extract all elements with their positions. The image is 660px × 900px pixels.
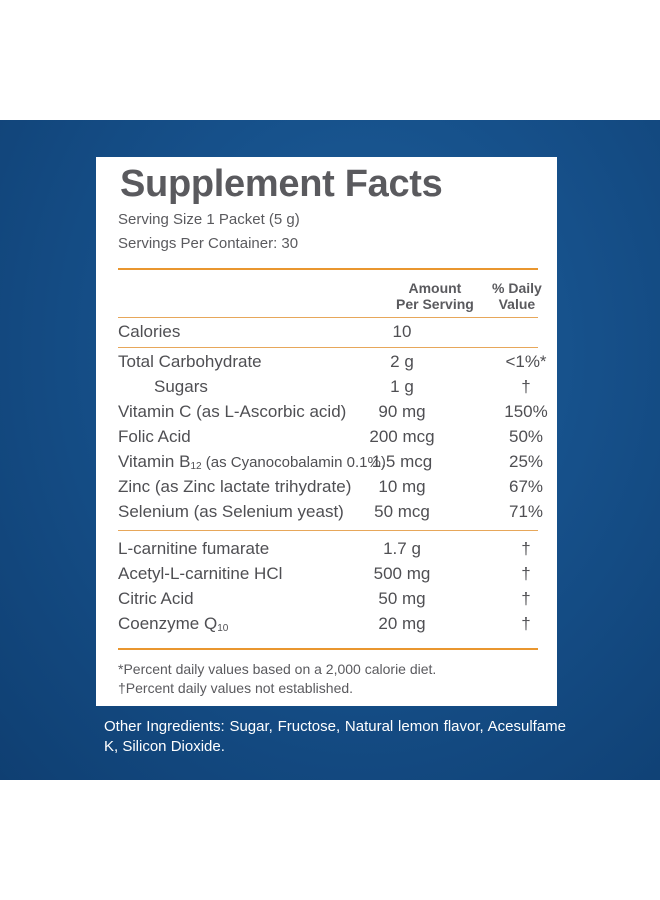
divider-bottom <box>118 648 538 650</box>
table-row: Vitamin B12 (as Cyanocobalamin 0.1%) 1.5… <box>118 452 548 476</box>
table-row: Selenium (as Selenium yeast) 50 mcg 71% <box>118 502 548 526</box>
footnote-percent: *Percent daily values based on a 2,000 c… <box>118 661 437 677</box>
nutrient-amount: 1.7 g <box>383 539 421 558</box>
table-row: Folic Acid 200 mcg 50% <box>118 427 548 451</box>
nutrient-dv: <1%* <box>505 352 547 371</box>
nutrient-amount: 1.5 mcg <box>371 452 433 471</box>
nutrient-amount: 2 g <box>390 352 414 371</box>
nutrient-amount: 500 mg <box>373 564 431 583</box>
divider-header <box>118 317 538 318</box>
divider-top <box>118 268 538 270</box>
nutrient-amount: 10 <box>392 322 412 341</box>
nutrient-amount: 90 mg <box>378 402 426 421</box>
nutrient-name: Vitamin B12 (as Cyanocobalamin 0.1%) <box>118 452 386 472</box>
nutrient-name: Sugars <box>154 377 208 396</box>
name-subscript: 12 <box>190 461 202 472</box>
nutrient-name: Acetyl-L-carnitine HCl <box>118 564 283 583</box>
nutrient-amount: 10 mg <box>378 477 426 496</box>
nutrient-name: Folic Acid <box>118 427 191 446</box>
table-row: Zinc (as Zinc lactate trihydrate) 10 mg … <box>118 477 548 501</box>
other-ingredients: Other Ingredients: Sugar, Fructose, Natu… <box>104 718 566 755</box>
name-subscript: 10 <box>217 623 229 634</box>
table-row: Calories 10 <box>118 322 548 346</box>
name-suffix: (as Cyanocobalamin 0.1%) <box>201 454 386 471</box>
table-row: Acetyl-L-carnitine HCl 500 mg † <box>118 564 548 588</box>
name-prefix: Coenzyme Q <box>118 614 218 633</box>
serving-size: Serving Size 1 Packet (5 g) <box>118 211 300 228</box>
nutrient-amount: 200 mcg <box>369 427 435 446</box>
column-amount-line1: Amount <box>408 280 462 296</box>
column-header-amount: Amount Per Serving <box>396 280 474 312</box>
name-prefix: Vitamin B <box>118 452 191 471</box>
nutrient-name: Selenium (as Selenium yeast) <box>118 502 344 521</box>
table-row: L-carnitine fumarate 1.7 g † <box>118 539 548 563</box>
panel-title: Supplement Facts <box>120 163 443 205</box>
nutrient-name: Citric Acid <box>118 589 194 608</box>
nutrient-name: Zinc (as Zinc lactate trihydrate) <box>118 477 352 496</box>
nutrient-name: Total Carbohydrate <box>118 352 262 371</box>
nutrient-dv: † <box>521 564 531 583</box>
column-dv-line2: Value <box>498 296 536 312</box>
column-amount-line2: Per Serving <box>396 296 474 312</box>
nutrient-name: Coenzyme Q10 <box>118 614 228 634</box>
divider-middle <box>118 530 538 531</box>
column-dv-line1: % Daily <box>492 280 542 296</box>
nutrient-dv: 67% <box>508 477 544 496</box>
column-header-daily-value: % Daily Value <box>492 280 542 312</box>
nutrient-amount: 50 mg <box>378 589 426 608</box>
nutrient-name: Vitamin C (as L-Ascorbic acid) <box>118 402 347 421</box>
table-row: Total Carbohydrate 2 g <1%* <box>118 352 548 376</box>
supplement-facts-panel: Supplement Facts Serving Size 1 Packet (… <box>96 157 557 706</box>
table-row: Vitamin C (as L-Ascorbic acid) 90 mg 150… <box>118 402 548 426</box>
nutrient-amount: 20 mg <box>378 614 426 633</box>
table-row: Coenzyme Q10 20 mg † <box>118 614 548 638</box>
nutrient-dv: † <box>521 377 531 396</box>
nutrient-dv: 71% <box>508 502 544 521</box>
footnote-dagger: †Percent daily values not established. <box>118 680 354 696</box>
nutrient-amount: 1 g <box>390 377 414 396</box>
nutrient-amount: 50 mcg <box>374 502 430 521</box>
servings-per-container: Servings Per Container: 30 <box>118 235 299 252</box>
nutrient-dv: 50% <box>508 427 544 446</box>
table-row: Sugars 1 g † <box>118 377 548 401</box>
nutrient-dv: 25% <box>508 452 544 471</box>
nutrient-dv: 150% <box>504 402 548 421</box>
nutrient-dv: † <box>521 614 531 633</box>
nutrient-name: Calories <box>118 322 181 341</box>
divider-calories <box>118 347 538 348</box>
nutrient-name: L-carnitine fumarate <box>118 539 270 558</box>
nutrient-dv: † <box>521 539 531 558</box>
table-row: Citric Acid 50 mg † <box>118 589 548 613</box>
nutrient-dv: † <box>521 589 531 608</box>
